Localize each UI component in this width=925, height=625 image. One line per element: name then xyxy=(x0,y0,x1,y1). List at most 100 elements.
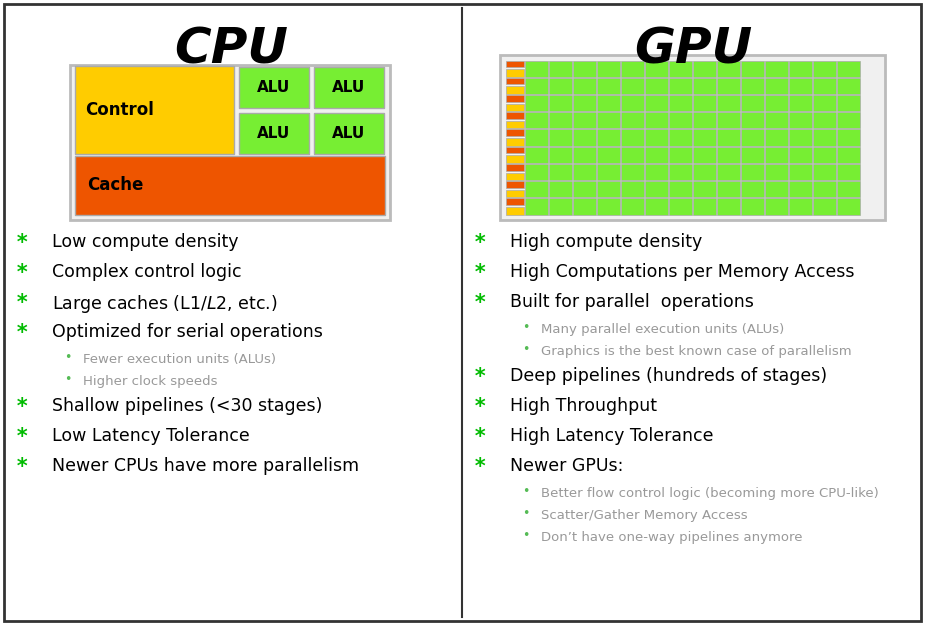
Text: *: * xyxy=(16,323,29,343)
Text: Graphics is the best known case of parallelism: Graphics is the best known case of paral… xyxy=(541,345,852,358)
FancyBboxPatch shape xyxy=(693,164,716,180)
FancyBboxPatch shape xyxy=(645,78,668,94)
FancyBboxPatch shape xyxy=(813,61,835,77)
FancyBboxPatch shape xyxy=(693,198,716,214)
Text: Complex control logic: Complex control logic xyxy=(52,263,241,281)
FancyBboxPatch shape xyxy=(549,78,573,94)
FancyBboxPatch shape xyxy=(741,147,764,163)
FancyBboxPatch shape xyxy=(239,67,309,108)
Text: *: * xyxy=(474,233,487,253)
Text: Many parallel execution units (ALUs): Many parallel execution units (ALUs) xyxy=(541,323,784,336)
FancyBboxPatch shape xyxy=(693,181,716,198)
FancyBboxPatch shape xyxy=(836,147,859,163)
Text: *: * xyxy=(16,457,29,477)
FancyBboxPatch shape xyxy=(741,78,764,94)
FancyBboxPatch shape xyxy=(669,181,692,198)
Text: •: • xyxy=(523,507,530,520)
FancyBboxPatch shape xyxy=(741,112,764,128)
FancyBboxPatch shape xyxy=(813,129,835,146)
FancyBboxPatch shape xyxy=(622,147,644,163)
FancyBboxPatch shape xyxy=(622,95,644,111)
FancyBboxPatch shape xyxy=(717,112,740,128)
FancyBboxPatch shape xyxy=(765,181,788,198)
FancyBboxPatch shape xyxy=(645,147,668,163)
FancyBboxPatch shape xyxy=(645,112,668,128)
FancyBboxPatch shape xyxy=(717,61,740,77)
FancyBboxPatch shape xyxy=(717,164,740,180)
Text: *: * xyxy=(16,397,29,417)
FancyBboxPatch shape xyxy=(789,164,812,180)
Text: Scatter/Gather Memory Access: Scatter/Gather Memory Access xyxy=(541,509,747,522)
FancyBboxPatch shape xyxy=(717,198,740,214)
Text: Newer GPUs:: Newer GPUs: xyxy=(510,457,623,475)
Text: ALU: ALU xyxy=(332,126,365,141)
FancyBboxPatch shape xyxy=(645,198,668,214)
Text: Shallow pipelines (<30 stages): Shallow pipelines (<30 stages) xyxy=(52,397,323,415)
Text: Newer CPUs have more parallelism: Newer CPUs have more parallelism xyxy=(52,457,359,475)
Text: ALU: ALU xyxy=(257,126,290,141)
FancyBboxPatch shape xyxy=(813,164,835,180)
Text: Deep pipelines (hundreds of stages): Deep pipelines (hundreds of stages) xyxy=(510,367,827,385)
FancyBboxPatch shape xyxy=(505,69,524,77)
FancyBboxPatch shape xyxy=(525,61,549,77)
FancyBboxPatch shape xyxy=(525,181,549,198)
FancyBboxPatch shape xyxy=(717,129,740,146)
FancyBboxPatch shape xyxy=(622,164,644,180)
Text: High Throughput: High Throughput xyxy=(510,397,657,415)
FancyBboxPatch shape xyxy=(574,164,597,180)
Text: Optimized for serial operations: Optimized for serial operations xyxy=(52,323,323,341)
FancyBboxPatch shape xyxy=(598,78,620,94)
FancyBboxPatch shape xyxy=(549,164,573,180)
Text: *: * xyxy=(474,367,487,387)
FancyBboxPatch shape xyxy=(598,198,620,214)
FancyBboxPatch shape xyxy=(789,78,812,94)
FancyBboxPatch shape xyxy=(836,198,859,214)
FancyBboxPatch shape xyxy=(693,61,716,77)
FancyBboxPatch shape xyxy=(314,67,384,108)
FancyBboxPatch shape xyxy=(765,198,788,214)
FancyBboxPatch shape xyxy=(574,61,597,77)
FancyBboxPatch shape xyxy=(622,78,644,94)
Text: *: * xyxy=(16,293,29,313)
Text: GPU: GPU xyxy=(634,25,752,73)
Text: *: * xyxy=(16,427,29,447)
Text: High compute density: High compute density xyxy=(510,233,702,251)
FancyBboxPatch shape xyxy=(239,113,309,154)
Text: *: * xyxy=(474,397,487,417)
FancyBboxPatch shape xyxy=(741,164,764,180)
FancyBboxPatch shape xyxy=(505,78,524,84)
Text: Higher clock speeds: Higher clock speeds xyxy=(83,375,217,388)
FancyBboxPatch shape xyxy=(741,95,764,111)
Text: •: • xyxy=(523,485,530,498)
FancyBboxPatch shape xyxy=(500,55,885,220)
FancyBboxPatch shape xyxy=(505,138,524,146)
FancyBboxPatch shape xyxy=(741,129,764,146)
FancyBboxPatch shape xyxy=(813,147,835,163)
FancyBboxPatch shape xyxy=(598,129,620,146)
FancyBboxPatch shape xyxy=(717,181,740,198)
Text: Low compute density: Low compute density xyxy=(52,233,239,251)
FancyBboxPatch shape xyxy=(505,173,524,180)
Text: ALU: ALU xyxy=(257,80,290,95)
FancyBboxPatch shape xyxy=(717,95,740,111)
Text: •: • xyxy=(523,321,530,334)
FancyBboxPatch shape xyxy=(622,181,644,198)
Text: •: • xyxy=(65,351,72,364)
FancyBboxPatch shape xyxy=(574,95,597,111)
FancyBboxPatch shape xyxy=(717,78,740,94)
Text: High Latency Tolerance: High Latency Tolerance xyxy=(510,427,713,445)
FancyBboxPatch shape xyxy=(813,78,835,94)
FancyBboxPatch shape xyxy=(505,104,524,111)
FancyBboxPatch shape xyxy=(765,129,788,146)
FancyBboxPatch shape xyxy=(549,147,573,163)
FancyBboxPatch shape xyxy=(549,112,573,128)
FancyBboxPatch shape xyxy=(789,181,812,198)
FancyBboxPatch shape xyxy=(789,112,812,128)
Text: Better flow control logic (becoming more CPU-like): Better flow control logic (becoming more… xyxy=(541,487,879,500)
FancyBboxPatch shape xyxy=(549,181,573,198)
FancyBboxPatch shape xyxy=(836,164,859,180)
FancyBboxPatch shape xyxy=(574,112,597,128)
Text: *: * xyxy=(474,263,487,283)
FancyBboxPatch shape xyxy=(741,181,764,198)
FancyBboxPatch shape xyxy=(765,61,788,77)
